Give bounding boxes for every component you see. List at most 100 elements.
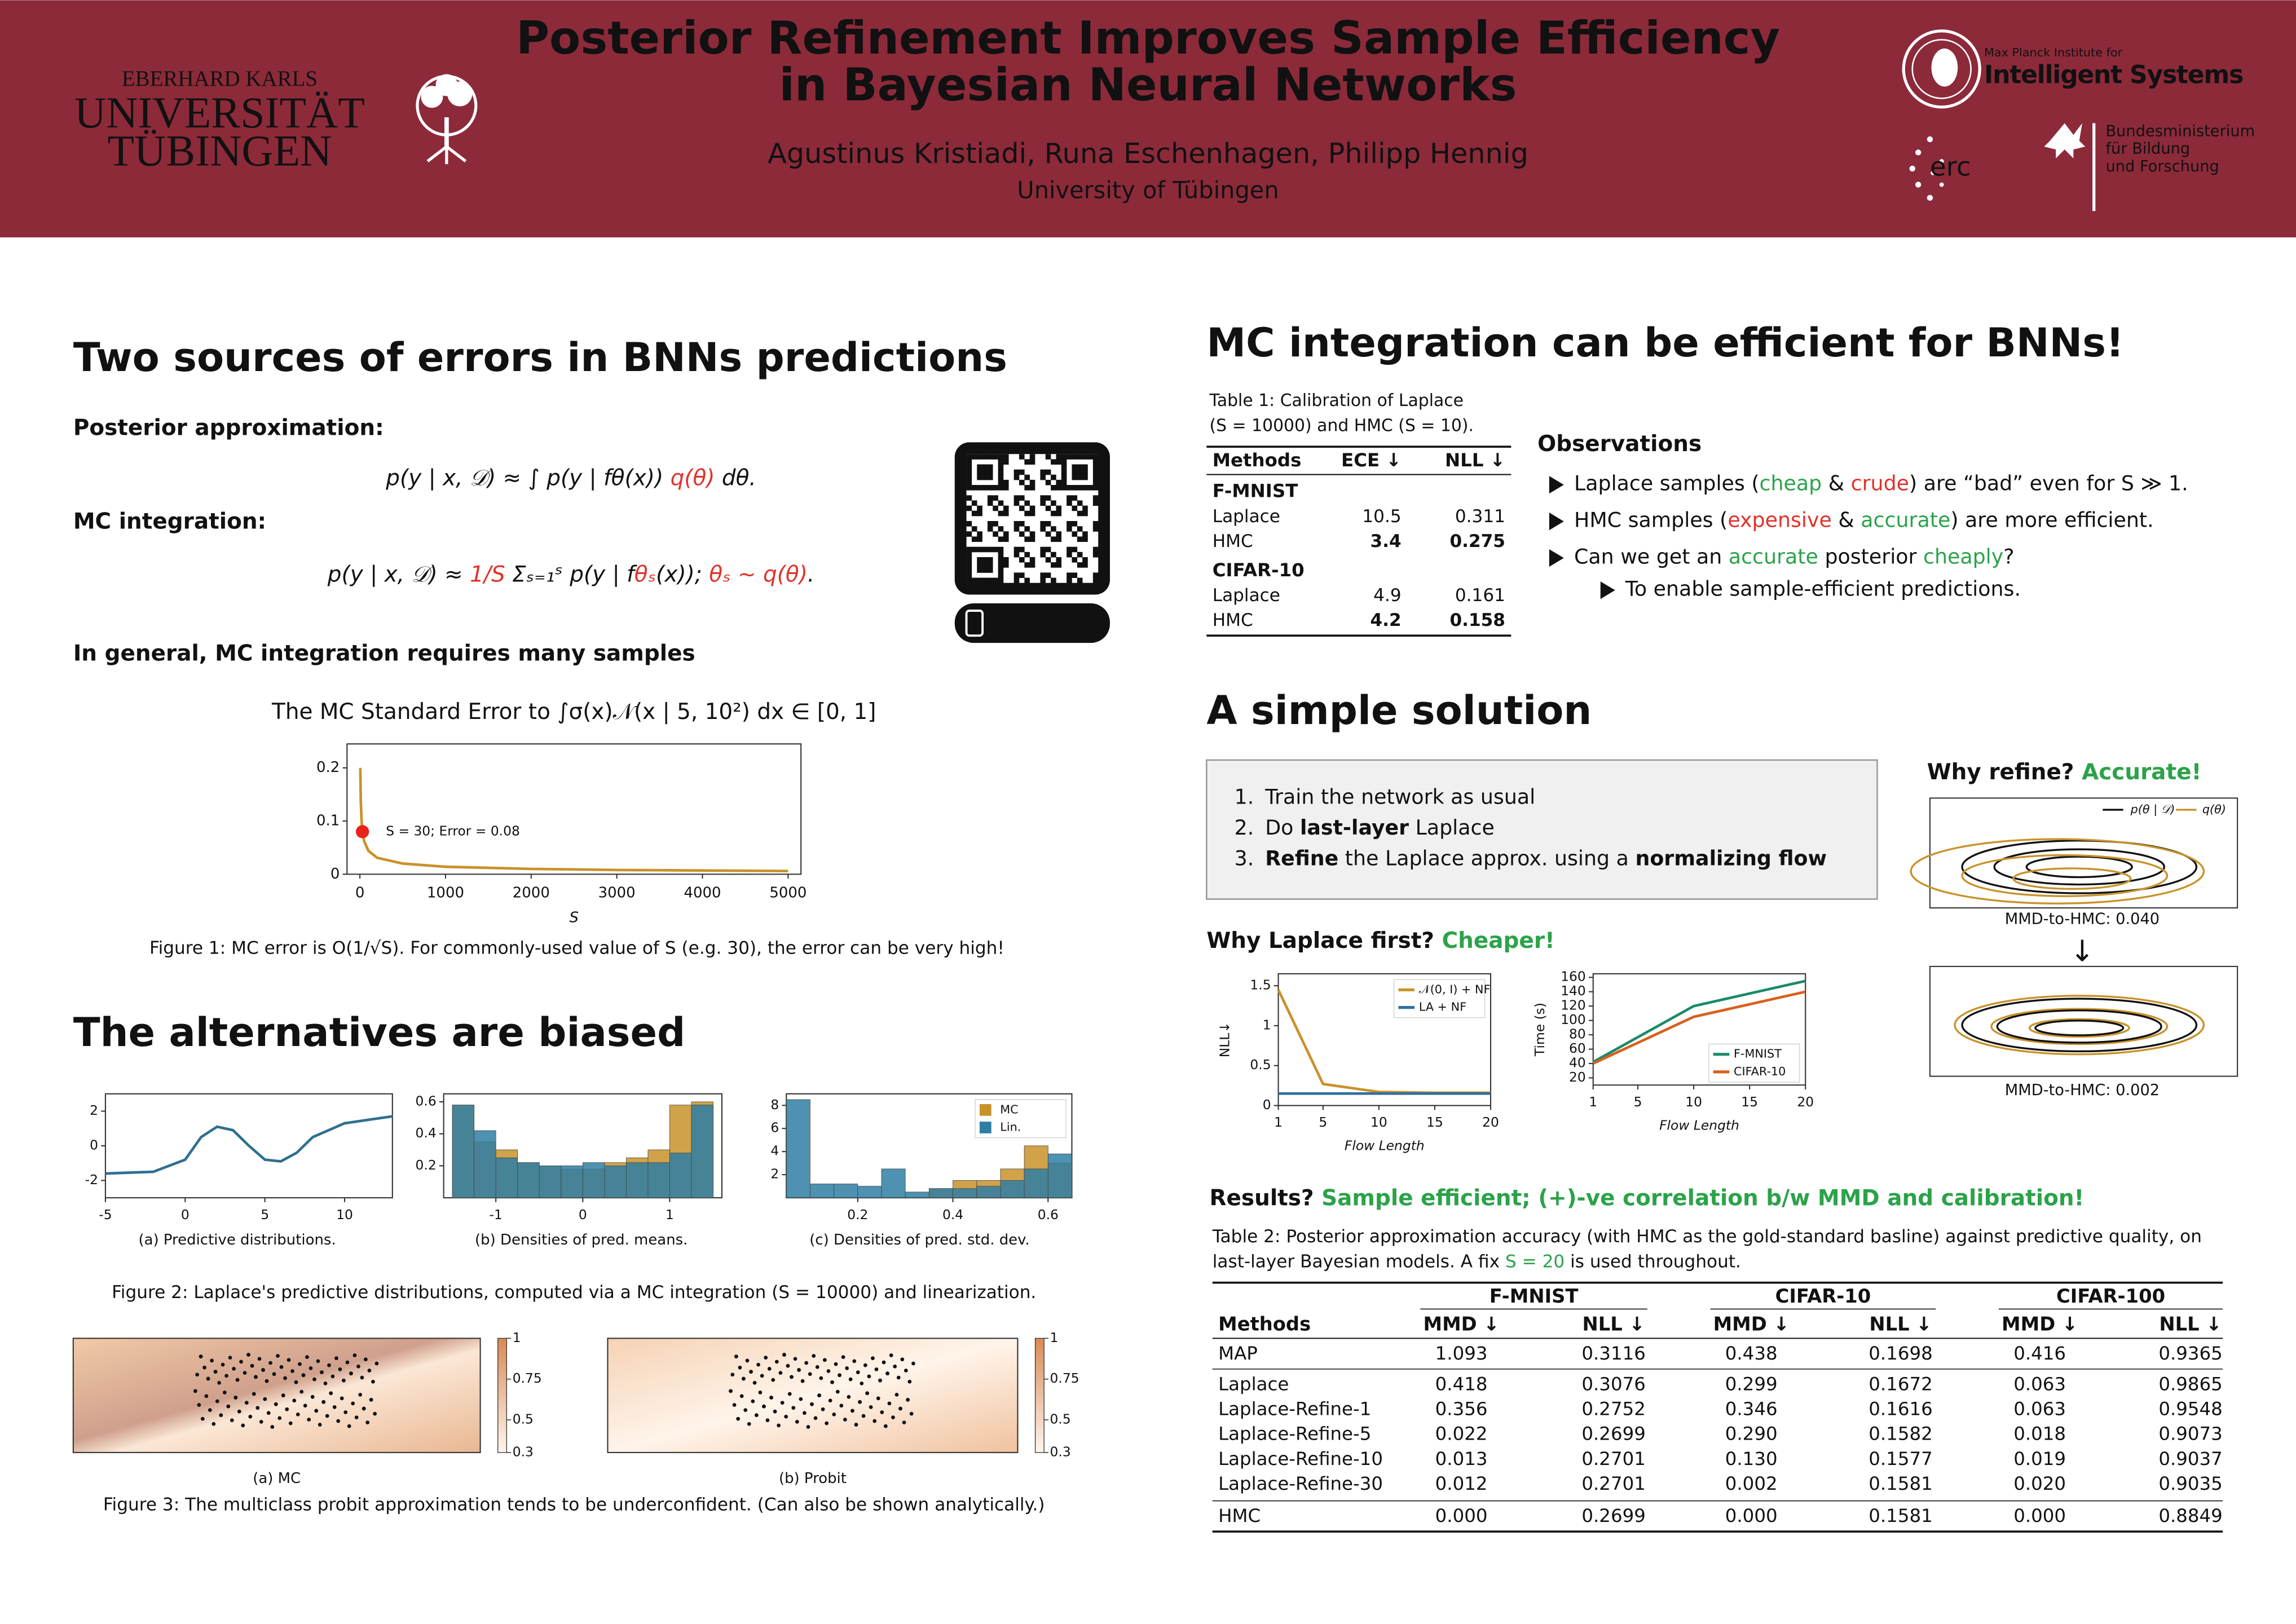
qr-cell — [1061, 474, 1067, 480]
table-cell: 0.416 — [2013, 1343, 2066, 1364]
qr-cell — [977, 454, 982, 460]
qr-cell — [1077, 510, 1083, 517]
qr-cell — [971, 526, 977, 532]
qr-cell — [1051, 474, 1056, 480]
section-heading: The alternatives are biased — [73, 1009, 685, 1056]
qr-cell — [1082, 469, 1088, 475]
qr-cell — [987, 469, 993, 475]
qr-cell — [1077, 500, 1083, 506]
y-tick-label: 0 — [90, 1137, 98, 1153]
x-tick-label: -1 — [490, 1207, 503, 1223]
text-segment: p(y | x, 𝒟) ≈ — [327, 562, 470, 587]
heatmap-point — [374, 1361, 379, 1366]
heatmap-point — [861, 1414, 866, 1418]
qr-cell — [966, 479, 972, 486]
subfigure-caption: (b) Probit — [779, 1470, 847, 1487]
table-header: Methods — [1218, 1313, 1311, 1335]
legend-label: q(θ) — [2202, 802, 2226, 816]
heatmap-point — [276, 1354, 280, 1358]
qr-cell — [1051, 526, 1056, 532]
heatmap-point — [909, 1411, 914, 1416]
observation: Can we get an accurate posterior cheaply… — [1574, 545, 2015, 569]
y-tick-label: 2 — [90, 1102, 98, 1118]
heatmap-point — [880, 1410, 884, 1414]
qr-cell — [982, 577, 988, 584]
heatmap-point — [334, 1356, 338, 1361]
qr-cell — [1061, 459, 1067, 465]
table-cell: 0.2699 — [1581, 1423, 1646, 1445]
text-segment: θₛ ∼ q(θ) — [709, 562, 808, 587]
section-heading: MC integration can be efficient for BNNs… — [1206, 320, 2124, 366]
heatmap-point — [872, 1419, 877, 1423]
heatmap-point — [367, 1369, 372, 1373]
heatmap-b — [607, 1338, 1045, 1453]
x-tick-label: 3000 — [598, 885, 636, 902]
heatmap-point — [354, 1415, 359, 1419]
qr-cell — [1082, 485, 1088, 491]
x-tick-label: 0.2 — [847, 1207, 868, 1223]
x-tick-label: 20 — [1797, 1094, 1814, 1110]
table-cell: 0.9037 — [2158, 1448, 2223, 1469]
heatmap-point — [200, 1416, 205, 1421]
x-tick-label: 15 — [1741, 1094, 1758, 1110]
x-tick-label: 0.6 — [1038, 1207, 1059, 1223]
qr-cell — [1072, 454, 1078, 460]
heatmap-point — [338, 1367, 342, 1371]
heatmap-point — [883, 1424, 888, 1428]
qr-cell — [1092, 469, 1099, 475]
qr-cell — [1056, 531, 1062, 537]
heatmap-point — [305, 1355, 309, 1359]
heatmap-point — [736, 1416, 741, 1421]
subheading: Posterior approximation: — [73, 416, 384, 441]
qr-label: SCAN ME — [1001, 610, 1088, 632]
qr-cell — [1082, 454, 1088, 460]
qr-cell — [1051, 510, 1056, 517]
histogram-bar — [905, 1191, 929, 1198]
qr-cell — [1003, 562, 1009, 568]
qr-cell — [1077, 469, 1083, 475]
heatmap-point — [747, 1422, 751, 1426]
heatmap-point — [323, 1381, 328, 1385]
qr-cell — [1056, 454, 1062, 460]
y-tick-label: 0.6 — [416, 1093, 437, 1109]
qr-cell — [1040, 469, 1046, 475]
heatmap-point — [885, 1371, 889, 1376]
qr-cell — [1082, 531, 1088, 537]
qr-cell — [982, 474, 988, 480]
heatmap-point — [364, 1357, 368, 1362]
heatmap-point — [318, 1423, 322, 1427]
qr-cell — [987, 521, 993, 527]
heatmap-point — [902, 1420, 906, 1425]
heatmap-point — [882, 1360, 886, 1365]
heatmap-point — [265, 1379, 269, 1383]
qr-cell — [1045, 479, 1051, 486]
erc-emblem — [1909, 136, 1944, 201]
qr-cell — [1029, 557, 1035, 563]
table-caption: (S = 10000) and HMC (S = 10). — [1210, 416, 1474, 435]
contour-label: MMD-to-HMC: 0.040 — [2005, 910, 2160, 928]
y-tick-label: 100 — [1561, 1012, 1586, 1027]
bullet — [1549, 513, 1564, 531]
qr-cell — [1045, 546, 1051, 553]
table-header: MMD ↓ — [1423, 1313, 1499, 1335]
x-tick-label: 1 — [1589, 1094, 1597, 1110]
qr-cell — [993, 531, 998, 537]
qr-cell — [1013, 521, 1020, 527]
x-tick-label: 15 — [1426, 1114, 1443, 1130]
qr-cell — [987, 562, 993, 568]
heatmap-point — [327, 1363, 331, 1367]
histogram-bar — [539, 1166, 562, 1198]
qr-cell — [1045, 454, 1051, 460]
figure-caption: Figure 1: MC error is O(1/√S). For commo… — [149, 938, 1004, 959]
qr-cell — [998, 572, 1004, 579]
heatmap-point — [213, 1370, 218, 1374]
solution-box — [1206, 759, 1878, 900]
y-tick-label: -2 — [85, 1172, 98, 1188]
qr-cell — [1061, 464, 1067, 470]
histogram-bar — [604, 1166, 627, 1198]
table-group: F-MNIST — [1213, 480, 1298, 502]
heatmap-point — [230, 1418, 234, 1423]
heatmap-point — [349, 1371, 353, 1376]
qr-cell — [1056, 505, 1062, 511]
qr-cell — [1013, 551, 1020, 558]
